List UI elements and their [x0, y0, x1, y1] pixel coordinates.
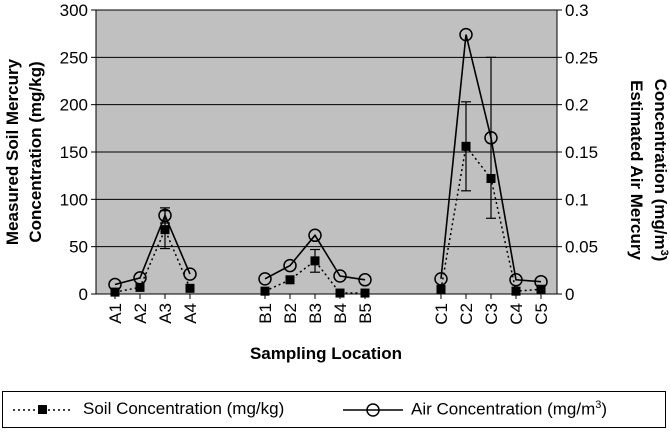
- x-tick-label: C4: [507, 303, 526, 325]
- right-tick-label: 0.1: [565, 190, 589, 209]
- soil-point: [185, 283, 195, 293]
- x-tick-label: B2: [281, 303, 300, 324]
- right-axis-title-line2: Concentration (mg/m3): [651, 79, 670, 262]
- legend-air-marker: [366, 403, 380, 417]
- right-tick-label: 0.05: [565, 238, 598, 257]
- left-tick-label: 200: [60, 96, 88, 115]
- x-tick-label: A2: [131, 303, 150, 324]
- x-tick-label: B5: [356, 303, 375, 324]
- left-tick-label: 300: [60, 1, 88, 20]
- air-point: [158, 208, 172, 223]
- x-tick-label: A3: [156, 303, 175, 324]
- legend: Soil Concentration (mg/kg) Air Concentra…: [2, 391, 666, 428]
- right-tick-label: 0.2: [565, 96, 589, 115]
- right-tick-label: 0: [565, 285, 574, 304]
- legend-air-label-suffix: ): [601, 399, 608, 419]
- legend-air-label: Air Concentration (mg/m3): [411, 399, 607, 420]
- air-point: [308, 228, 322, 243]
- left-tick-label: 50: [69, 238, 88, 257]
- x-tick-label: A4: [181, 303, 200, 324]
- x-tick-label: C1: [432, 303, 451, 325]
- air-point: [183, 267, 197, 281]
- soil-point: [310, 256, 320, 266]
- chart: 0 0 50 0.05 100 0.1 150 0.15 200 0.2 250 0.25 300 0.3…: [3, 1, 670, 363]
- air-point: [509, 273, 523, 287]
- right-tick-label: 0.3: [565, 1, 589, 20]
- legend-air-label-prefix: Air Concentration (mg/m: [411, 399, 596, 419]
- legend-soil-label: Soil Concentration (mg/kg): [83, 399, 285, 418]
- soil-point: [260, 286, 270, 296]
- air-point: [534, 274, 548, 289]
- air-point: [108, 277, 122, 292]
- soil-point: [461, 141, 471, 151]
- soil-point: [135, 282, 145, 292]
- left-tick-label: 250: [60, 48, 88, 67]
- x-tick-label: C3: [482, 303, 501, 325]
- soil-line: [114, 227, 191, 293]
- air-point: [459, 27, 473, 42]
- left-axis-title-line1: Measured Soil Mercury: [3, 58, 22, 245]
- x-tick-label: C5: [532, 303, 551, 325]
- x-tick-label: B4: [331, 303, 350, 324]
- left-tick-label: 0: [79, 285, 88, 304]
- soil-point: [511, 286, 521, 296]
- x-tick-label: B1: [256, 303, 275, 324]
- air-point: [133, 271, 147, 285]
- soil-point: [436, 284, 446, 294]
- soil-point: [110, 287, 120, 297]
- soil-point: [536, 284, 546, 294]
- left-tick-label: 150: [60, 143, 88, 162]
- air-point: [358, 273, 372, 287]
- x-tick-label: A1: [106, 303, 125, 324]
- air-point: [333, 269, 347, 283]
- legend-markers: [13, 403, 403, 417]
- right-axis-title-line1: Estimated Air Mercury: [627, 80, 646, 260]
- left-axis-title-line2: Concentration (mg/kg): [26, 61, 45, 242]
- legend-air-label-sup: 3: [595, 399, 602, 411]
- legend-soil-marker: [38, 405, 47, 414]
- air-point: [283, 258, 297, 273]
- air-point: [434, 272, 448, 286]
- right-tick-label: 0.15: [565, 143, 598, 162]
- x-tick-label: C2: [457, 303, 476, 325]
- left-tick-label: 100: [60, 190, 88, 209]
- soil-point: [335, 288, 345, 298]
- air-point: [258, 272, 272, 286]
- air-line: [264, 233, 366, 281]
- x-axis-title: Sampling Location: [250, 344, 402, 363]
- right-tick-label: 0.25: [565, 48, 598, 67]
- soil-point: [285, 275, 295, 285]
- soil-point: [360, 288, 370, 298]
- air-point: [484, 131, 498, 145]
- x-tick-label: B3: [306, 303, 325, 324]
- air-line: [114, 213, 191, 286]
- soil-point: [160, 225, 170, 235]
